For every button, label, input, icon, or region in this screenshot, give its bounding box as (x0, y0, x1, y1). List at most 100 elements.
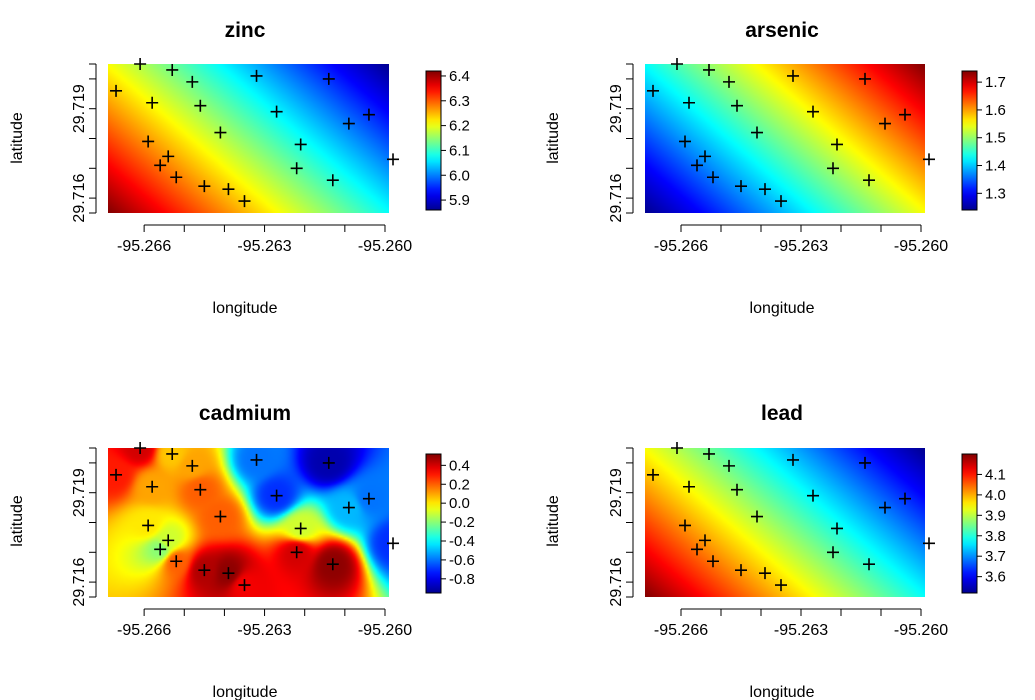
sample-point (827, 546, 839, 559)
colorbar-tick-label: 4.1 (985, 466, 1006, 483)
sample-point (691, 543, 703, 556)
sample-point (679, 519, 691, 532)
sample-point (679, 135, 691, 148)
x-tick-label: -95.266 (117, 238, 171, 255)
sample-point (294, 138, 307, 151)
sample-point (142, 135, 155, 148)
sample-point (250, 69, 263, 82)
x-tick-label: -95.266 (654, 238, 708, 255)
colorbar-tick-label: 1.4 (985, 158, 1006, 175)
sample-point (671, 58, 683, 70)
x-tick-label: -95.260 (894, 622, 948, 639)
colorbar-zinc (425, 70, 442, 211)
sample-point (863, 558, 875, 571)
sample-point (735, 180, 747, 193)
sample-point (647, 84, 659, 97)
sample-point (751, 510, 763, 523)
sample-point (146, 480, 159, 493)
sample-point (214, 510, 227, 523)
sample-point (270, 105, 283, 118)
colorbar-tick-label: 6.2 (449, 118, 470, 135)
sample-point (899, 492, 911, 505)
sample-point (807, 489, 819, 502)
plot-area-cadmium: -95.266 -95.263 -95.260 29.716 29.719 0.4 0.2 0… (71, 442, 475, 639)
plot-area-arsenic: -95.266 -95.263 -95.260 29.716 29.719 1.7 1.6 1… (608, 58, 1006, 255)
colorbar-tick-label: -0.6 (449, 552, 475, 569)
sample-point (831, 138, 843, 151)
sample-point (671, 442, 683, 454)
sample-point (162, 534, 175, 547)
sample-point (290, 546, 303, 559)
plot-area-lead: -95.266 -95.263 -95.260 29.716 29.719 4.1 4.0 3… (608, 442, 1006, 639)
sample-point (863, 174, 875, 187)
x-axis-label-arsenic: longitude (750, 300, 815, 317)
colorbar-tick-label: 3.7 (985, 548, 1006, 565)
sample-point (270, 489, 283, 502)
sample-point (362, 492, 375, 505)
sample-point (707, 171, 719, 184)
sample-point (322, 72, 335, 85)
plot-area-zinc: -95.266 -95.263 -95.260 29.716 29.719 6.4 6.3 6… (71, 58, 470, 255)
sample-point (170, 555, 183, 568)
panel-cadmium: cadmium -95.266 -95.263 -95.260 29.716 29.71… (9, 402, 475, 700)
sample-point (110, 468, 123, 481)
colorbar-tick-label: 6.3 (449, 93, 470, 110)
colorbar-tick-label: 0.0 (449, 495, 470, 512)
sample-point (723, 459, 735, 472)
colorbar-tick-label: 4.0 (985, 487, 1006, 504)
colorbar-arsenic (961, 70, 978, 211)
panel-lead: lead -95.266 -95.263 -95.260 29.716 29.719 4.… (545, 402, 1006, 700)
y-axis-label-cadmium: latitude (9, 495, 26, 547)
sample-point (222, 567, 235, 580)
surface-zinc (108, 64, 389, 213)
sample-point (751, 126, 763, 139)
sample-point (699, 534, 711, 547)
sample-point (703, 63, 715, 76)
colorbar-tick-label: -0.2 (449, 514, 475, 531)
chart-title-arsenic: arsenic (745, 19, 819, 42)
sample-point (879, 501, 891, 514)
y-tick-label: 29.719 (608, 468, 625, 517)
chart-title-cadmium: cadmium (199, 402, 291, 425)
x-tick-label: -95.260 (358, 622, 412, 639)
sample-point (186, 75, 199, 88)
y-tick-label: 29.716 (608, 558, 625, 607)
colorbar-lead (961, 453, 978, 594)
sample-point (647, 468, 659, 481)
sample-point (166, 447, 179, 460)
x-tick-label: -95.266 (654, 622, 708, 639)
y-tick-label: 29.716 (71, 174, 88, 223)
sample-point (186, 459, 199, 472)
sample-point (691, 159, 703, 172)
x-tick-label: -95.260 (894, 238, 948, 255)
sample-point (250, 453, 263, 466)
sample-point (787, 453, 799, 466)
sample-point (723, 75, 735, 88)
sample-point (859, 456, 871, 469)
sample-point (787, 69, 799, 82)
sample-point (146, 96, 159, 109)
y-axis-label-zinc: latitude (9, 112, 26, 164)
sample-point (322, 456, 335, 469)
sample-point (198, 180, 211, 193)
x-axis-label-zinc: longitude (213, 300, 278, 317)
sample-point (683, 480, 695, 493)
sample-point (326, 558, 339, 571)
colorbar-tick-label: -0.4 (449, 533, 475, 550)
sample-point (775, 195, 787, 208)
colorbar-tick-label: 3.6 (985, 569, 1006, 586)
sample-point (923, 153, 935, 166)
colorbar-tick-label: 0.4 (449, 457, 470, 474)
y-tick-label: 29.716 (71, 558, 88, 607)
sample-point (827, 162, 839, 175)
sample-point (290, 162, 303, 175)
sample-point (831, 522, 843, 535)
sample-point (735, 564, 747, 577)
sample-point (342, 117, 355, 130)
sample-point (170, 171, 183, 184)
sample-point (214, 126, 227, 139)
colorbar-tick-label: 0.2 (449, 476, 470, 493)
sample-point (899, 108, 911, 121)
y-axis-label-lead: latitude (545, 495, 562, 547)
